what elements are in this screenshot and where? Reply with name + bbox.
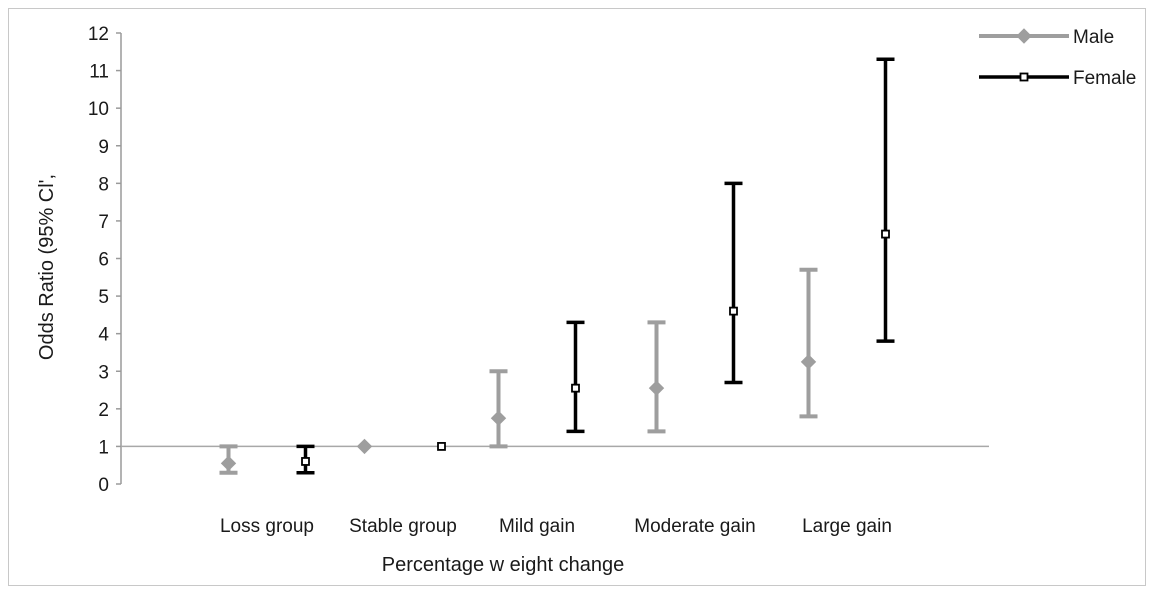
legend-label: Female (1073, 68, 1136, 89)
data-point (881, 229, 890, 239)
series-female (296, 57, 895, 475)
data-point (800, 354, 817, 370)
y-tick-label: 8 (98, 174, 109, 195)
data-point (356, 438, 373, 455)
x-axis-title: Percentage w eight change (382, 554, 624, 576)
data-point (490, 410, 507, 426)
legend-marker (1016, 28, 1032, 44)
y-tick-label: 6 (98, 250, 109, 271)
y-tick-label: 2 (98, 400, 109, 421)
legend: Male Female (979, 27, 1136, 89)
series-layer (219, 57, 895, 475)
y-tick-label: 11 (89, 62, 109, 83)
x-category-label: Stable group (349, 516, 457, 537)
legend-item-male: Male (979, 27, 1114, 48)
x-category-label: Moderate gain (634, 516, 755, 537)
series-male (219, 267, 818, 475)
x-category-label: Mild gain (499, 516, 575, 537)
legend-item-female: Female (979, 68, 1136, 89)
data-point (301, 457, 310, 466)
chart-frame: 0 1 2 3 4 5 6 7 8 9 10 11 12 Loss group Stable group M… (8, 8, 1146, 586)
y-tick-label: 10 (88, 99, 109, 120)
y-axis-title: Odds Ratio (95% Cl', (36, 174, 58, 360)
x-axis-categories: Loss group Stable group Mild gain Moderate … (220, 516, 892, 537)
data-point (648, 380, 665, 396)
y-tick-label: 0 (98, 475, 109, 496)
y-tick-label: 3 (98, 362, 109, 383)
data-point (437, 442, 446, 451)
y-tick-label: 5 (98, 287, 109, 308)
y-tick-label: 12 (88, 24, 109, 45)
y-tick-label: 7 (98, 212, 109, 233)
x-category-label: Large gain (802, 516, 892, 537)
legend-label: Male (1073, 27, 1114, 48)
x-category-label: Loss group (220, 516, 314, 537)
legend-marker (1019, 72, 1029, 82)
data-point (220, 455, 237, 472)
y-tick-label: 9 (98, 137, 109, 158)
data-point (729, 306, 738, 316)
y-tick-label: 4 (98, 325, 109, 346)
y-tick-label: 1 (98, 437, 109, 458)
data-point (571, 383, 580, 393)
